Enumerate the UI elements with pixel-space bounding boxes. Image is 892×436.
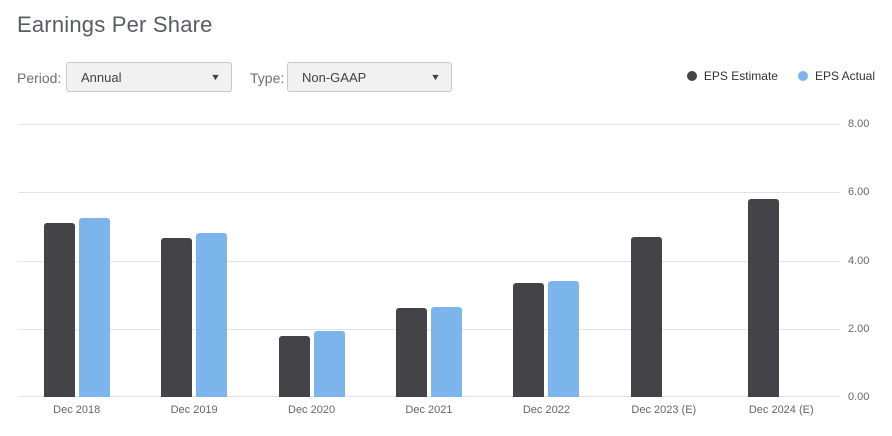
legend-dot-actual-icon [797,71,808,81]
legend: EPS Estimate EPS Actual [686,69,875,83]
x-axis-label: Dec 2019 [170,404,218,416]
bar-estimate[interactable] [43,223,75,397]
x-axis-label: Dec 2018 [53,404,101,416]
bar-estimate[interactable] [395,308,427,397]
y-tick-label: 6.00 [848,186,870,198]
bar-actual[interactable] [78,217,110,397]
legend-dot-estimate-icon [686,71,697,81]
plot-area: 0.00 2.00 4.00 6.00 8.00 Dec 2018 Dec 2019 Dec … [18,118,869,416]
period-select[interactable]: Annual ▼ [66,62,232,92]
type-select-value: Non-GAAP [302,69,367,85]
y-tick-label: 4.00 [848,255,870,267]
bar-actual[interactable] [548,281,580,397]
y-tick-label: 0.00 [848,391,870,403]
bar-actual[interactable] [313,330,345,397]
type-label: Type: [250,70,285,86]
x-axis-label: Dec 2023 (E) [631,404,697,416]
bar-group: Dec 2021 [370,124,487,416]
chevron-down-icon: ▼ [210,72,221,82]
bar-group: Dec 2019 [135,124,252,416]
gridline [18,261,840,262]
period-label: Period: [17,70,62,86]
period-select-value: Annual [81,69,122,85]
bar-group: Dec 2022 [488,124,605,416]
bar-group: Dec 2018 [18,124,135,416]
bar-group: Dec 2023 (E) [605,124,722,416]
legend-label-actual: EPS Actual [814,69,875,83]
type-select[interactable]: Non-GAAP ▼ [287,62,452,92]
x-axis-label: Dec 2022 [522,404,570,416]
bar-estimate[interactable] [630,236,662,397]
bar-group: Dec 2024 (E) [723,124,840,416]
y-tick-label: 2.00 [848,323,870,335]
chevron-down-icon: ▼ [430,72,441,82]
bar-group: Dec 2020 [253,124,370,416]
gridline [18,124,840,125]
legend-item-eps-actual[interactable]: EPS Actual [797,69,875,83]
page-title: Earnings Per Share [17,12,213,37]
x-axis-label: Dec 2020 [288,404,336,416]
gridline [18,192,840,193]
legend-label-estimate: EPS Estimate [703,69,778,83]
bar-estimate[interactable] [161,238,193,397]
y-tick-label: 8.00 [848,118,870,130]
bar-estimate[interactable] [513,282,545,397]
bar-estimate[interactable] [748,199,780,397]
gridline [18,396,840,397]
x-axis-label: Dec 2021 [405,404,453,416]
bar-groups: Dec 2018 Dec 2019 Dec 2020 Dec 2021 Dec 2022… [18,124,840,416]
bar-actual[interactable] [196,233,228,397]
x-axis-label: Dec 2024 (E) [748,404,814,416]
gridline [18,329,840,330]
legend-item-eps-estimate[interactable]: EPS Estimate [686,69,778,83]
bar-actual[interactable] [430,306,462,397]
bar-estimate[interactable] [278,335,310,397]
